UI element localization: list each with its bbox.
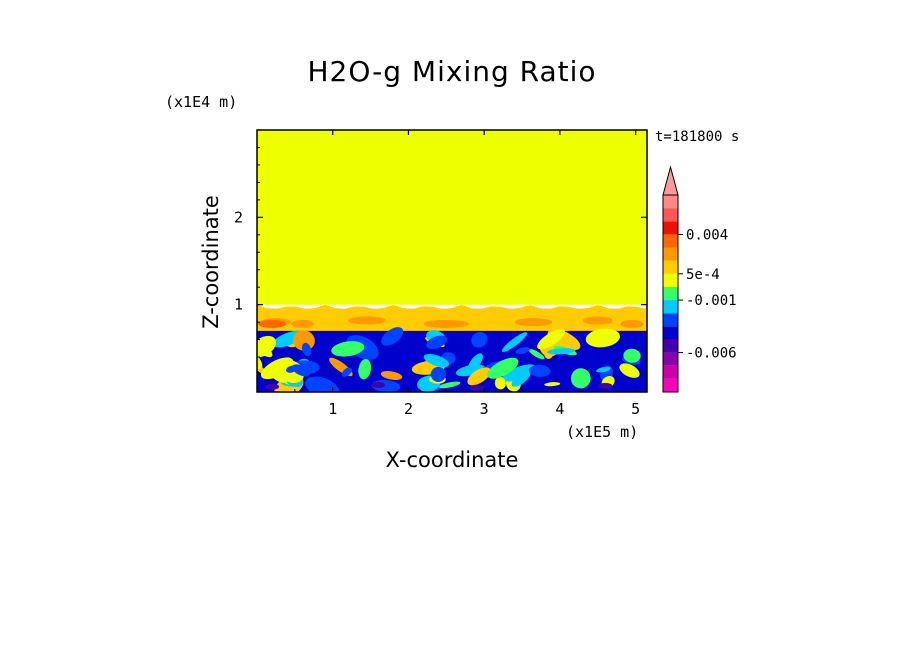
colorbar-label: -0.001 [686,293,737,309]
colorbar-label: 0.004 [686,227,728,243]
turbulent-blob [467,367,491,386]
turbulent-blob [291,364,311,377]
x-tick-label: 5 [631,400,640,418]
x-tick-label: 1 [328,400,337,418]
x-tick-label: 4 [555,400,564,418]
turbulent-blob [331,341,365,357]
colorbar-segment [663,208,678,222]
turbulent-blob [430,366,446,383]
turbulent-blob [570,368,591,389]
colorbar-segment [663,247,678,261]
x-axis-label: X-coordinate [0,448,904,472]
transition-streak [514,318,553,327]
x-axis: 1 2 3 4 5 [294,130,640,418]
transition-streak [347,316,386,325]
time-label: t=181800 s [655,129,740,145]
colorbar-label: -0.006 [686,346,737,362]
turbulent-blob [305,376,340,392]
colorbar-segment [663,221,678,235]
transition-streak [291,319,314,328]
turbulent-blob [537,329,565,350]
colorbar: 0.004 5e-4 -0.001 -0.006 [662,165,737,393]
colorbar-segment [663,286,678,301]
turbulent-blob [265,383,280,390]
colorbar-frame [662,194,679,393]
x-tick-label: 3 [480,400,489,418]
x-axis-label-text: X-coordinate [385,448,519,472]
colorbar-segment [663,234,678,248]
colorbar-segment [663,313,678,327]
turbulent-blob [469,384,484,391]
turbulent-blob [515,347,531,355]
turbulent-blob [619,363,640,378]
turbulent-blob [511,370,531,387]
turbulent-blob [494,376,506,390]
x-axis-unit: (x1E5 m) [566,423,639,441]
turbulent-blob [547,348,576,355]
turbulent-blob [544,382,561,387]
contour-field [257,130,647,392]
colorbar-segment [663,195,678,209]
turbulent-blob [380,371,403,380]
chart-title: H2O-g Mixing Ratio [307,55,597,88]
y-axis-unit: (x1E4 m) [165,93,238,111]
transition-layer-top [257,304,647,331]
turbulent-blob [439,381,461,389]
colorbar-segment [663,352,678,366]
upper-layer [257,130,647,305]
colorbar-label: 5e-4 [686,267,720,283]
turbulent-blob [598,382,613,389]
plot-frame [256,129,648,393]
turbulent-blob [528,364,551,377]
turbulent-blob [381,327,404,346]
turbulent-blob [371,382,386,389]
transition-streak [582,316,613,325]
turbulent-blob [471,331,488,348]
transition-streak [423,319,470,328]
turbulent-blob [528,349,545,360]
colorbar-segment [663,339,678,353]
turbulent-blob [623,348,641,363]
turbulent-blob [487,357,519,379]
colorbar-segment [663,300,678,314]
turbulent-blob [585,328,621,348]
turbulent-blob [269,365,290,383]
turbulent-blob [502,364,536,382]
turbulent-blob [423,353,450,368]
colorbar-segment [663,260,678,274]
colorbar-extend-arrow [662,165,679,196]
y-tick-label: 1 [234,296,243,314]
colorbar-segment [663,326,678,340]
x-tick-label: 2 [404,400,413,418]
turbulent-blob [358,358,372,380]
turbulent-blob [501,332,528,352]
colorbar-segment [663,365,678,379]
turbulent-blob [426,335,447,350]
colorbar-segment [663,273,678,287]
transition-streak [620,319,644,328]
colorbar-segment [663,378,678,392]
transition-streak [258,319,287,328]
turbulent-blob [301,342,312,357]
y-axis: 12 [234,146,647,376]
y-tick-label: 2 [234,208,243,226]
turbulent-blob [596,366,611,373]
turbulent-blob [341,367,352,377]
